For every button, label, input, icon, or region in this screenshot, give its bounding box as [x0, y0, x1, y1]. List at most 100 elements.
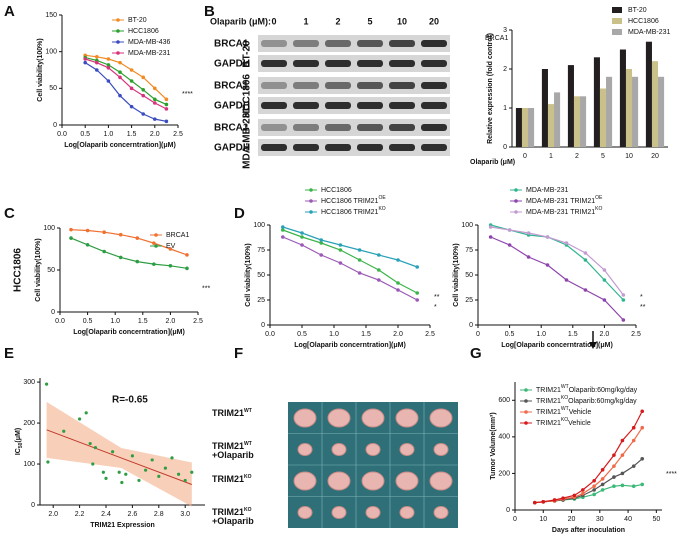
legend-marker: [116, 51, 120, 55]
annotation: **: [640, 304, 646, 311]
blot-band: [325, 40, 351, 47]
data-point: [377, 253, 381, 257]
x-tick-label: 2.0: [600, 331, 610, 338]
data-point: [612, 484, 616, 489]
text-part: WT: [244, 408, 252, 414]
text-part: MDA-MB-231 TRIM21: [526, 209, 595, 216]
data-point: [612, 475, 616, 479]
bar: [619, 49, 626, 147]
data-point: [101, 470, 105, 474]
bar: [658, 76, 665, 147]
text-part: KO: [595, 206, 602, 212]
x-tick-label: 3.0: [180, 511, 190, 518]
legend-marker: [154, 233, 158, 237]
data-point: [124, 472, 128, 476]
legend-marker: [116, 18, 120, 22]
text-part: Vehicle: [568, 420, 591, 427]
data-point: [631, 484, 636, 489]
panel-label: G: [470, 345, 482, 362]
data-point: [631, 438, 636, 443]
blot-band: [389, 82, 415, 89]
x-axis-label: Log[Olaparib concerntration](μM): [73, 329, 185, 336]
blot-band: [357, 82, 383, 89]
x-tick-label: 2.4: [101, 511, 111, 518]
blot-band: [421, 144, 447, 151]
data-point: [581, 488, 585, 492]
data-point: [507, 243, 512, 247]
data-point: [170, 456, 174, 460]
text-part: MDA-MB-231 TRIM21: [526, 198, 595, 205]
tumor: [327, 471, 351, 491]
text-part: OE: [378, 195, 386, 201]
series-line: [282, 236, 418, 301]
series-line: [85, 56, 167, 106]
y-axis-label: Cell viability(100%): [245, 243, 252, 306]
y-axis-label: Relative expression (fold control): [487, 33, 494, 144]
x-tick-label: 0.0: [265, 331, 275, 338]
data-point: [621, 298, 626, 302]
data-point: [153, 117, 157, 121]
x-tick-label: 2.5: [425, 331, 435, 338]
x-tick-label: 20: [568, 516, 576, 523]
series-line: [84, 62, 167, 122]
data-point: [612, 464, 616, 468]
x-tick-label: 0.0: [55, 318, 65, 325]
tumor: [395, 408, 419, 428]
x-tick-label: 0: [513, 516, 517, 523]
panel-label: F: [234, 345, 243, 362]
text-part: TRIM21: [212, 441, 244, 451]
data-point: [152, 241, 156, 245]
blot-strip: [258, 97, 450, 114]
data-point: [319, 238, 324, 242]
y-tick-label: 50: [49, 85, 57, 92]
data-point: [153, 86, 157, 91]
legend-label: TRIM21WTOlaparib:60mg/kg/day: [536, 384, 638, 394]
data-point: [84, 411, 88, 415]
x-axis-label: Days after inoculation: [552, 527, 625, 534]
text-part: KO: [244, 474, 252, 480]
text-part: KO: [561, 395, 568, 401]
x-tick-label: 1: [549, 153, 553, 160]
data-point: [85, 243, 90, 247]
data-point: [152, 262, 156, 266]
x-tick-label: 1.0: [329, 331, 339, 338]
text-part: (μM): [15, 428, 22, 443]
y-tick-label: 100: [253, 222, 265, 229]
bar: [606, 76, 613, 147]
x-axis-label: TRIM21 Expression: [90, 522, 155, 529]
data-point: [564, 241, 569, 245]
data-point: [357, 248, 362, 252]
data-point: [281, 228, 285, 232]
data-point: [621, 318, 626, 322]
data-point: [85, 228, 90, 233]
protein-label: BRCA1: [214, 123, 249, 134]
bar: [541, 69, 548, 147]
cell-line-label: MDA-MB-231: [242, 107, 253, 169]
data-point: [532, 500, 537, 505]
data-point: [300, 231, 304, 235]
legend-marker: [116, 29, 120, 33]
y-tick-label: 50: [257, 272, 265, 279]
series-line: [85, 54, 167, 100]
data-point: [177, 472, 181, 476]
data-point: [102, 249, 106, 254]
data-point: [281, 225, 285, 229]
legend-label: TRIM21KOOlaparib:60mg/kg/day: [536, 395, 637, 405]
data-point: [141, 93, 145, 98]
tumor: [331, 506, 347, 519]
data-point: [357, 271, 362, 275]
y-tick-label: 600: [498, 397, 510, 404]
data-point: [93, 446, 98, 450]
data-point: [91, 462, 95, 466]
legend-marker: [524, 388, 528, 392]
y-tick-label: 25: [257, 297, 265, 304]
blot-strip: [258, 139, 450, 156]
y-tick-label: 100: [23, 461, 35, 468]
legend-label: MDA-MB-231: [526, 187, 569, 194]
text-part: OE: [595, 195, 603, 201]
text-part: TRIM21: [212, 507, 244, 517]
data-point: [88, 441, 92, 446]
x-tick-label: 2.0: [393, 331, 403, 338]
data-point: [396, 288, 400, 292]
legend-marker: [524, 410, 528, 414]
